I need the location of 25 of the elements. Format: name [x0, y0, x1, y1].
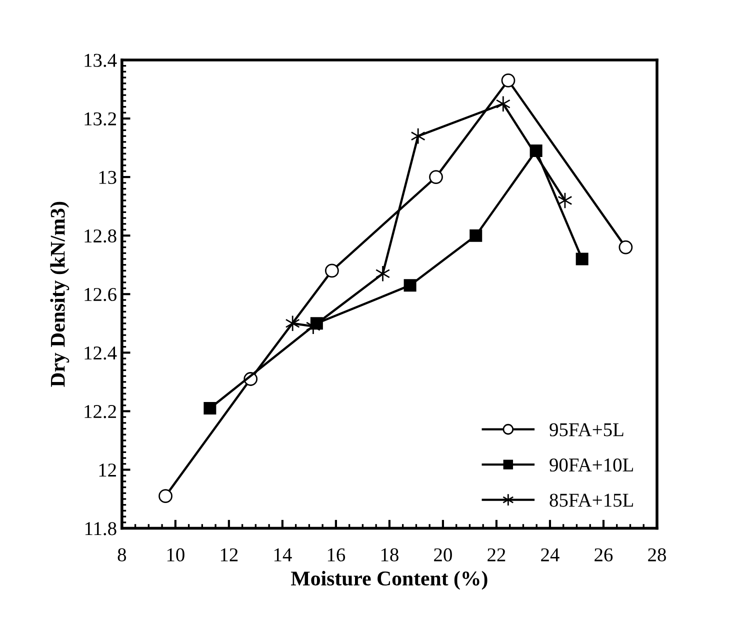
y-tick-label: 12.8 — [84, 229, 116, 243]
y-tick-label: 13 — [99, 170, 116, 184]
y-tick-label: 13.2 — [84, 112, 116, 126]
y-tick-label: 12 — [99, 464, 116, 476]
x-tick-label: 28 — [648, 548, 666, 562]
x-tick-label: 26 — [594, 548, 613, 562]
x-tick-label: 20 — [434, 548, 452, 562]
x-axis-title: Moisture Content (%) — [291, 570, 488, 590]
x-tick-label: 10 — [167, 548, 184, 562]
legend-label: 85FA+15L — [550, 494, 633, 507]
x-tick-label: 24 — [541, 548, 560, 562]
y-tick-label: 12.6 — [84, 288, 116, 302]
legend-label: 95FA+5L — [550, 423, 624, 436]
legend-label: 90FA+10L — [550, 458, 633, 472]
x-tick-label: 22 — [488, 548, 506, 562]
y-axis-title: Dry Density (kN/m3) — [50, 202, 70, 387]
y-tick-label: 13.4 — [84, 54, 117, 67]
x-tick-label: 18 — [381, 548, 398, 562]
y-tick-label: 12.2 — [84, 405, 116, 418]
y-tick-label: 12.4 — [84, 346, 117, 360]
x-tick-label: 12 — [220, 548, 238, 562]
x-tick-label: 14 — [274, 548, 292, 562]
x-tick-label: 16 — [328, 548, 346, 562]
y-tick-label: 11.8 — [85, 522, 116, 536]
x-tick-label: 8 — [118, 548, 126, 562]
